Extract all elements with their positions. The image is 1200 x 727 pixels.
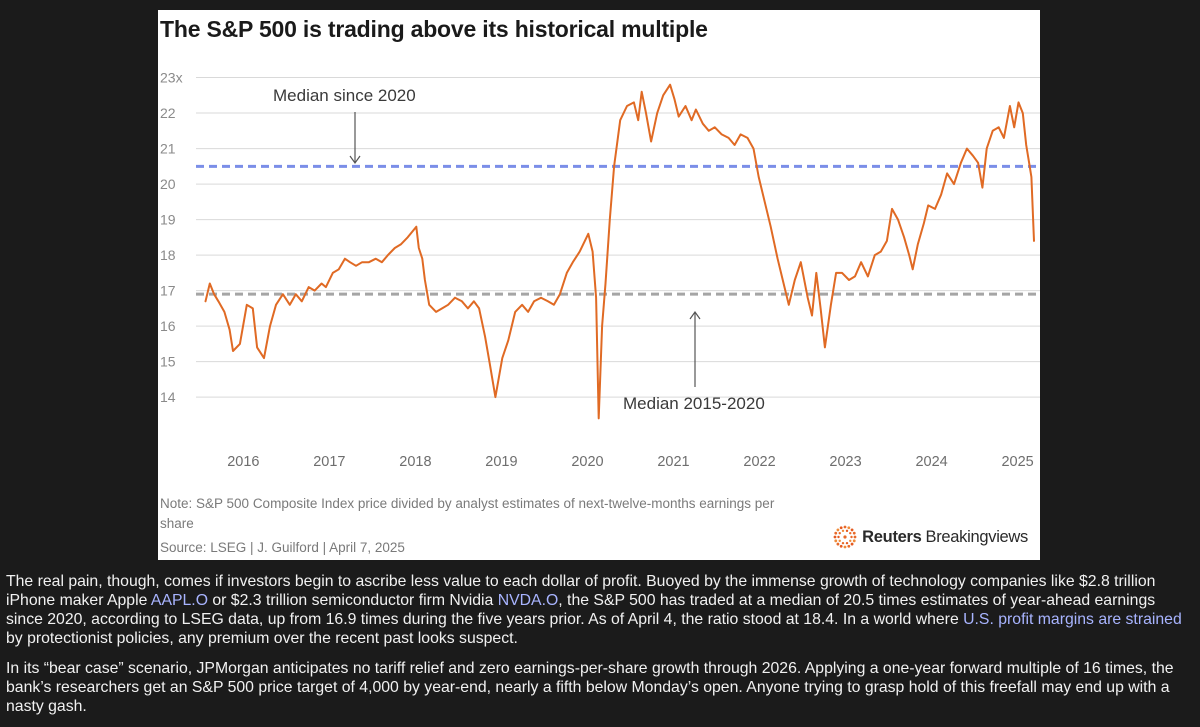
reuters-dots-icon bbox=[833, 525, 857, 549]
brand-logo: Reuters Breakingviews bbox=[832, 524, 1028, 550]
logo-dot bbox=[841, 529, 845, 533]
logo-dot bbox=[845, 541, 849, 545]
paragraph-text: or $2.3 trillion semiconductor firm Nvid… bbox=[207, 592, 498, 609]
article-link-profit-margins[interactable]: U.S. profit margins are strained bbox=[963, 611, 1182, 628]
series-line-pe-ratio bbox=[204, 83, 1035, 420]
logo-dot bbox=[834, 539, 838, 543]
brand-name-bold: Reuters bbox=[862, 527, 922, 546]
chart-note: Note: S&P 500 Composite Index price divi… bbox=[160, 496, 775, 531]
y-tick-label: 19 bbox=[160, 212, 176, 228]
logo-dot bbox=[853, 531, 856, 535]
logo-dot bbox=[853, 535, 857, 539]
y-tick-label: 14 bbox=[160, 389, 176, 405]
x-tick-label: 2021 bbox=[657, 454, 689, 470]
chart-title: The S&P 500 is trading above its histori… bbox=[160, 16, 708, 42]
logo-dot bbox=[836, 542, 840, 546]
logo-dot bbox=[850, 528, 854, 532]
logo-dot bbox=[838, 531, 842, 535]
x-tick-label: 2024 bbox=[915, 454, 947, 470]
logo-dot bbox=[841, 541, 845, 545]
chart-card: The S&P 500 is trading above its histori… bbox=[158, 10, 1040, 560]
y-tick-label: 15 bbox=[160, 354, 176, 370]
logo-dot bbox=[847, 544, 851, 548]
x-tick-label: 2022 bbox=[743, 454, 775, 470]
y-axis-ticks: 23x 22 21 20 19 18 17 16 15 14 bbox=[160, 70, 183, 406]
ticker-link-nvda[interactable]: NVDA.O bbox=[497, 592, 559, 609]
logo-dot bbox=[843, 535, 847, 539]
y-tick-label: 23x bbox=[160, 70, 183, 86]
x-tick-label: 2019 bbox=[485, 454, 517, 470]
brand-name-light: Breakingviews bbox=[925, 527, 1029, 546]
arrowhead-up bbox=[689, 310, 701, 320]
logo-dot bbox=[839, 526, 843, 530]
article-body: The real pain, though, comes if investor… bbox=[6, 572, 1194, 727]
logo-dot bbox=[839, 544, 843, 548]
article-paragraph-1: The real pain, though, comes if investor… bbox=[6, 572, 1194, 648]
logo-dot bbox=[850, 542, 854, 546]
logo-dot bbox=[853, 539, 856, 543]
logo-dot bbox=[849, 539, 852, 543]
grid-lines bbox=[196, 77, 1040, 398]
ticker-link-aapl[interactable]: AAPL.O bbox=[150, 592, 208, 609]
y-tick-label: 16 bbox=[160, 318, 176, 334]
annotation-median-2015-2020: Median 2015-2020 bbox=[623, 394, 765, 413]
y-tick-label: 20 bbox=[160, 176, 176, 192]
x-tick-label: 2018 bbox=[399, 454, 431, 470]
paragraph-text: by protectionist policies, any premium o… bbox=[6, 630, 518, 647]
x-tick-label: 2020 bbox=[571, 454, 603, 470]
y-tick-label: 21 bbox=[160, 141, 176, 157]
x-tick-label: 2016 bbox=[227, 454, 259, 470]
logo-dot bbox=[850, 535, 853, 539]
logo-dot bbox=[836, 528, 840, 532]
logo-dot bbox=[837, 535, 840, 539]
arrowhead-down bbox=[349, 155, 361, 165]
logo-dot bbox=[843, 525, 847, 529]
chart-source: Source: LSEG | J. Guilford | April 7, 20… bbox=[160, 540, 405, 555]
logo-dot bbox=[849, 531, 852, 535]
annotation-median-since-2020: Median since 2020 bbox=[273, 86, 416, 105]
x-tick-label: 2023 bbox=[829, 454, 861, 470]
y-tick-label: 22 bbox=[160, 105, 176, 121]
x-axis-ticks: 2016 2017 2018 2019 2020 2021 2022 2023 2024 2025 bbox=[227, 454, 1034, 470]
logo-dot bbox=[847, 526, 851, 530]
logo-dot bbox=[845, 529, 849, 533]
x-tick-label: 2025 bbox=[1001, 454, 1033, 470]
logo-dot bbox=[833, 535, 837, 539]
article-paragraph-2: In its “bear case” scenario, JPMorgan an… bbox=[6, 660, 1174, 715]
logo-dot bbox=[838, 539, 842, 543]
logo-dot bbox=[834, 531, 838, 535]
x-tick-label: 2017 bbox=[313, 454, 345, 470]
logo-dot bbox=[843, 545, 847, 549]
reference-lines bbox=[196, 164, 1040, 296]
paragraph-text: , the S&P 500 has traded at a median of … bbox=[6, 592, 1156, 628]
y-tick-label: 17 bbox=[160, 283, 176, 299]
paragraph-text: The real pain, though, comes if investor… bbox=[6, 573, 1156, 609]
y-tick-label: 18 bbox=[160, 247, 176, 263]
